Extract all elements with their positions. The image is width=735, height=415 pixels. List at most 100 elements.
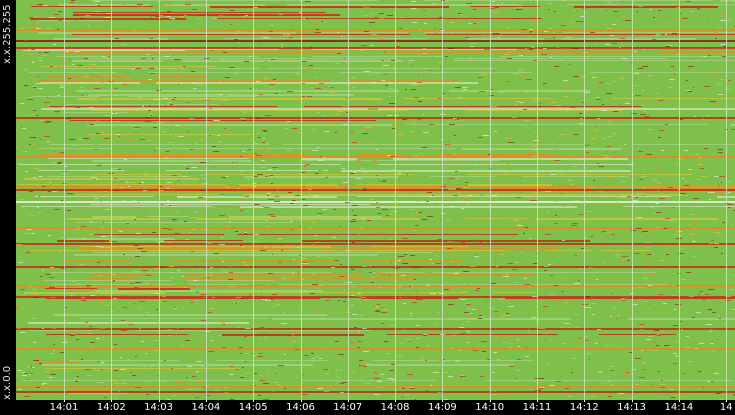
heatmap-speckle xyxy=(416,325,420,326)
heatmap-speckle xyxy=(109,280,112,281)
heatmap-speckle xyxy=(380,374,384,375)
heatmap-speckle xyxy=(696,397,702,398)
heatmap-row-segment xyxy=(45,288,97,289)
heatmap-speckle xyxy=(68,387,70,388)
heatmap-speckle xyxy=(568,180,572,181)
heatmap-speckle xyxy=(416,347,419,348)
heatmap-row-segment xyxy=(468,284,663,285)
heatmap-speckle xyxy=(129,324,133,325)
heatmap-speckle xyxy=(643,49,644,50)
heatmap-speckle xyxy=(210,162,211,163)
heatmap-speckle xyxy=(219,94,223,95)
heatmap-row-segment xyxy=(208,68,260,69)
heatmap-speckle xyxy=(297,66,301,67)
heatmap-speckle xyxy=(612,43,617,44)
heatmap-speckle xyxy=(410,388,415,389)
heatmap-speckle xyxy=(646,154,652,155)
heatmap-speckle xyxy=(115,383,119,384)
heatmap-speckle xyxy=(345,312,350,313)
heatmap-speckle xyxy=(472,315,475,316)
heatmap-speckle xyxy=(267,284,271,285)
heatmap-speckle xyxy=(352,87,356,88)
heatmap-speckle xyxy=(211,207,214,208)
heatmap-speckle xyxy=(257,280,258,281)
heatmap-speckle xyxy=(221,237,223,238)
heatmap-speckle xyxy=(500,199,502,200)
heatmap-speckle xyxy=(182,276,184,277)
heatmap-speckle xyxy=(530,32,531,33)
heatmap-speckle xyxy=(361,45,367,46)
heatmap-speckle xyxy=(407,374,413,375)
heatmap-speckle xyxy=(305,18,308,19)
x-tick-label: 14:02 xyxy=(96,402,126,413)
x-tick-label: 14:06 xyxy=(286,402,315,413)
heatmap-speckle xyxy=(688,99,689,100)
heatmap-speckle xyxy=(112,347,113,348)
heatmap-speckle xyxy=(194,175,195,176)
heatmap-speckle xyxy=(209,275,212,276)
heatmap-speckle xyxy=(590,138,596,139)
heatmap-speckle xyxy=(158,266,159,267)
heatmap-speckle xyxy=(673,374,674,375)
heatmap-speckle xyxy=(668,22,671,23)
heatmap-speckle xyxy=(448,304,454,305)
heatmap-speckle xyxy=(506,220,508,221)
heatmap-speckle xyxy=(263,78,269,79)
heatmap-speckle xyxy=(268,25,274,26)
heatmap-speckle xyxy=(210,267,213,268)
heatmap-speckle xyxy=(85,322,88,323)
heatmap-speckle xyxy=(391,4,394,5)
heatmap-speckle xyxy=(467,342,470,343)
heatmap-speckle xyxy=(466,321,471,322)
heatmap-speckle xyxy=(700,168,704,169)
heatmap-speckle xyxy=(381,123,382,124)
heatmap-speckle xyxy=(119,231,123,232)
heatmap-strong-row xyxy=(16,201,735,203)
heatmap-speckle xyxy=(224,387,228,388)
heatmap-speckle xyxy=(370,13,374,14)
heatmap-row-segment xyxy=(30,18,186,20)
heatmap-speckle xyxy=(32,61,37,62)
heatmap-speckle xyxy=(407,174,408,175)
heatmap-speckle xyxy=(145,312,149,313)
heatmap-row-segment xyxy=(29,330,93,331)
heatmap-speckle xyxy=(516,331,517,332)
heatmap-speckle xyxy=(205,365,206,366)
heatmap-speckle xyxy=(174,307,176,308)
heatmap-speckle xyxy=(151,16,152,17)
heatmap-speckle xyxy=(301,279,304,280)
heatmap-speckle xyxy=(102,75,107,76)
heatmap-speckle xyxy=(599,158,605,159)
heatmap-speckle xyxy=(93,110,96,111)
heatmap-speckle xyxy=(298,307,300,308)
heatmap-speckle xyxy=(312,244,313,245)
heatmap-speckle xyxy=(389,214,393,215)
heatmap-speckle xyxy=(221,270,227,271)
heatmap-speckle xyxy=(378,38,383,39)
heatmap-speckle xyxy=(312,150,318,151)
heatmap-speckle xyxy=(301,61,307,62)
heatmap-speckle xyxy=(413,134,417,135)
heatmap-speckle xyxy=(409,387,415,388)
heatmap-speckle xyxy=(591,34,595,35)
heatmap-speckle xyxy=(303,205,308,206)
heatmap-speckle xyxy=(229,221,231,222)
heatmap-speckle xyxy=(57,163,61,164)
heatmap-speckle xyxy=(470,57,471,58)
heatmap-speckle xyxy=(436,203,437,204)
heatmap-speckle xyxy=(139,139,145,140)
heatmap-speckle xyxy=(636,197,638,198)
heatmap-speckle xyxy=(523,180,525,181)
heatmap-speckle xyxy=(648,129,653,130)
heatmap-speckle xyxy=(598,307,601,308)
heatmap-speckle xyxy=(674,337,679,338)
heatmap-speckle xyxy=(219,244,225,245)
heatmap-speckle xyxy=(612,24,616,25)
heatmap-speckle xyxy=(561,25,566,26)
heatmap-speckle xyxy=(313,358,315,359)
heatmap-speckle xyxy=(89,124,94,125)
heatmap-speckle xyxy=(590,106,591,107)
heatmap-speckle xyxy=(599,371,602,372)
heatmap-speckle xyxy=(374,378,380,379)
heatmap-speckle xyxy=(196,300,197,301)
